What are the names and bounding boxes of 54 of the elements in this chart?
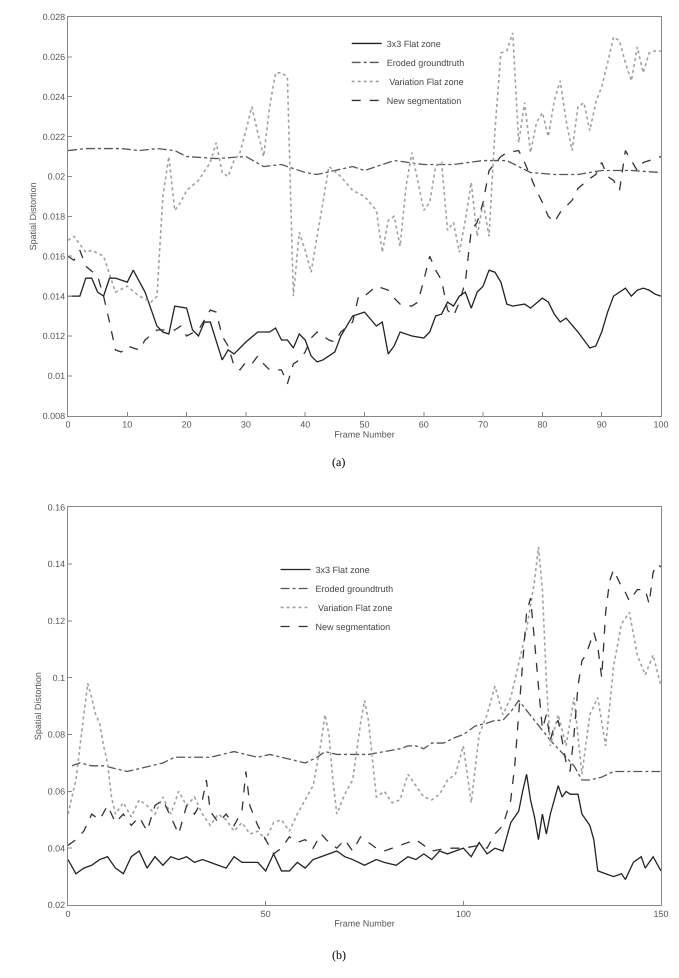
legend-label: 3x3 Flat zone bbox=[316, 564, 370, 575]
y-tick-label: 0.024 bbox=[42, 92, 66, 102]
legend-label: Eroded groundtruth bbox=[386, 58, 464, 68]
y-tick-label: 0.06 bbox=[48, 786, 66, 797]
line-series bbox=[68, 32, 661, 303]
y-axis-title: Spatial Distortion bbox=[28, 182, 38, 250]
x-tick-label: 100 bbox=[653, 420, 669, 430]
x-tick-label: 0 bbox=[65, 420, 71, 430]
x-tick-label: 0 bbox=[65, 908, 71, 919]
y-tick-label: 0.01 bbox=[48, 371, 66, 382]
x-tick-label: 50 bbox=[260, 908, 271, 919]
x-axis-title: Frame Number bbox=[334, 918, 395, 929]
legend-label: Variation Flat zone bbox=[386, 76, 464, 87]
legend-label: 3x3 Flat zone bbox=[386, 38, 441, 49]
x-tick-label: 40 bbox=[300, 420, 310, 430]
line-series bbox=[71, 700, 661, 781]
y-tick-label: 0.014 bbox=[42, 291, 66, 302]
x-tick-label: 90 bbox=[596, 420, 607, 430]
y-tick-label: 0.16 bbox=[48, 502, 66, 512]
x-tick-label: 70 bbox=[478, 420, 488, 430]
y-tick-label: 0.012 bbox=[42, 331, 66, 342]
x-tick-label: 50 bbox=[359, 420, 370, 430]
x-axis-title: Frame Number bbox=[334, 430, 395, 440]
y-tick-label: 0.026 bbox=[42, 52, 66, 62]
y-tick-label: 0.02 bbox=[48, 900, 66, 910]
legend-label: Variation Flat zone bbox=[316, 602, 392, 613]
y-tick-label: 0.016 bbox=[42, 251, 66, 262]
legend-label: Eroded groundtruth bbox=[316, 584, 394, 594]
legend-label: New segmentation bbox=[316, 622, 390, 632]
x-tick-label: 60 bbox=[418, 420, 429, 430]
y-tick-label: 0.1 bbox=[52, 672, 66, 683]
y-tick-label: 0.022 bbox=[42, 132, 66, 142]
x-tick-label: 30 bbox=[240, 420, 251, 430]
text: (a) bbox=[332, 455, 346, 469]
y-tick-label: 0.04 bbox=[48, 843, 66, 854]
line-series bbox=[68, 150, 661, 385]
x-tick-label: 20 bbox=[182, 420, 192, 430]
x-tick-label: 100 bbox=[456, 908, 471, 919]
line-series bbox=[68, 774, 661, 880]
y-tick-label: 0.14 bbox=[48, 559, 66, 570]
y-axis-title: Spatial Distortion bbox=[33, 672, 44, 740]
x-tick-label: 80 bbox=[537, 420, 548, 430]
y-tick-label: 0.008 bbox=[42, 410, 66, 421]
y-tick-label: 0.028 bbox=[42, 12, 66, 22]
line-series bbox=[68, 148, 661, 176]
x-tick-label: 150 bbox=[653, 908, 669, 919]
y-tick-label: 0.08 bbox=[48, 730, 66, 740]
y-tick-label: 0.12 bbox=[48, 616, 66, 626]
y-tick-label: 0.02 bbox=[48, 172, 66, 182]
text: (b) bbox=[332, 948, 346, 962]
x-tick-label: 10 bbox=[122, 420, 132, 430]
y-tick-label: 0.018 bbox=[42, 212, 66, 222]
legend-label: New segmentation bbox=[386, 96, 462, 106]
line-series bbox=[68, 270, 661, 363]
